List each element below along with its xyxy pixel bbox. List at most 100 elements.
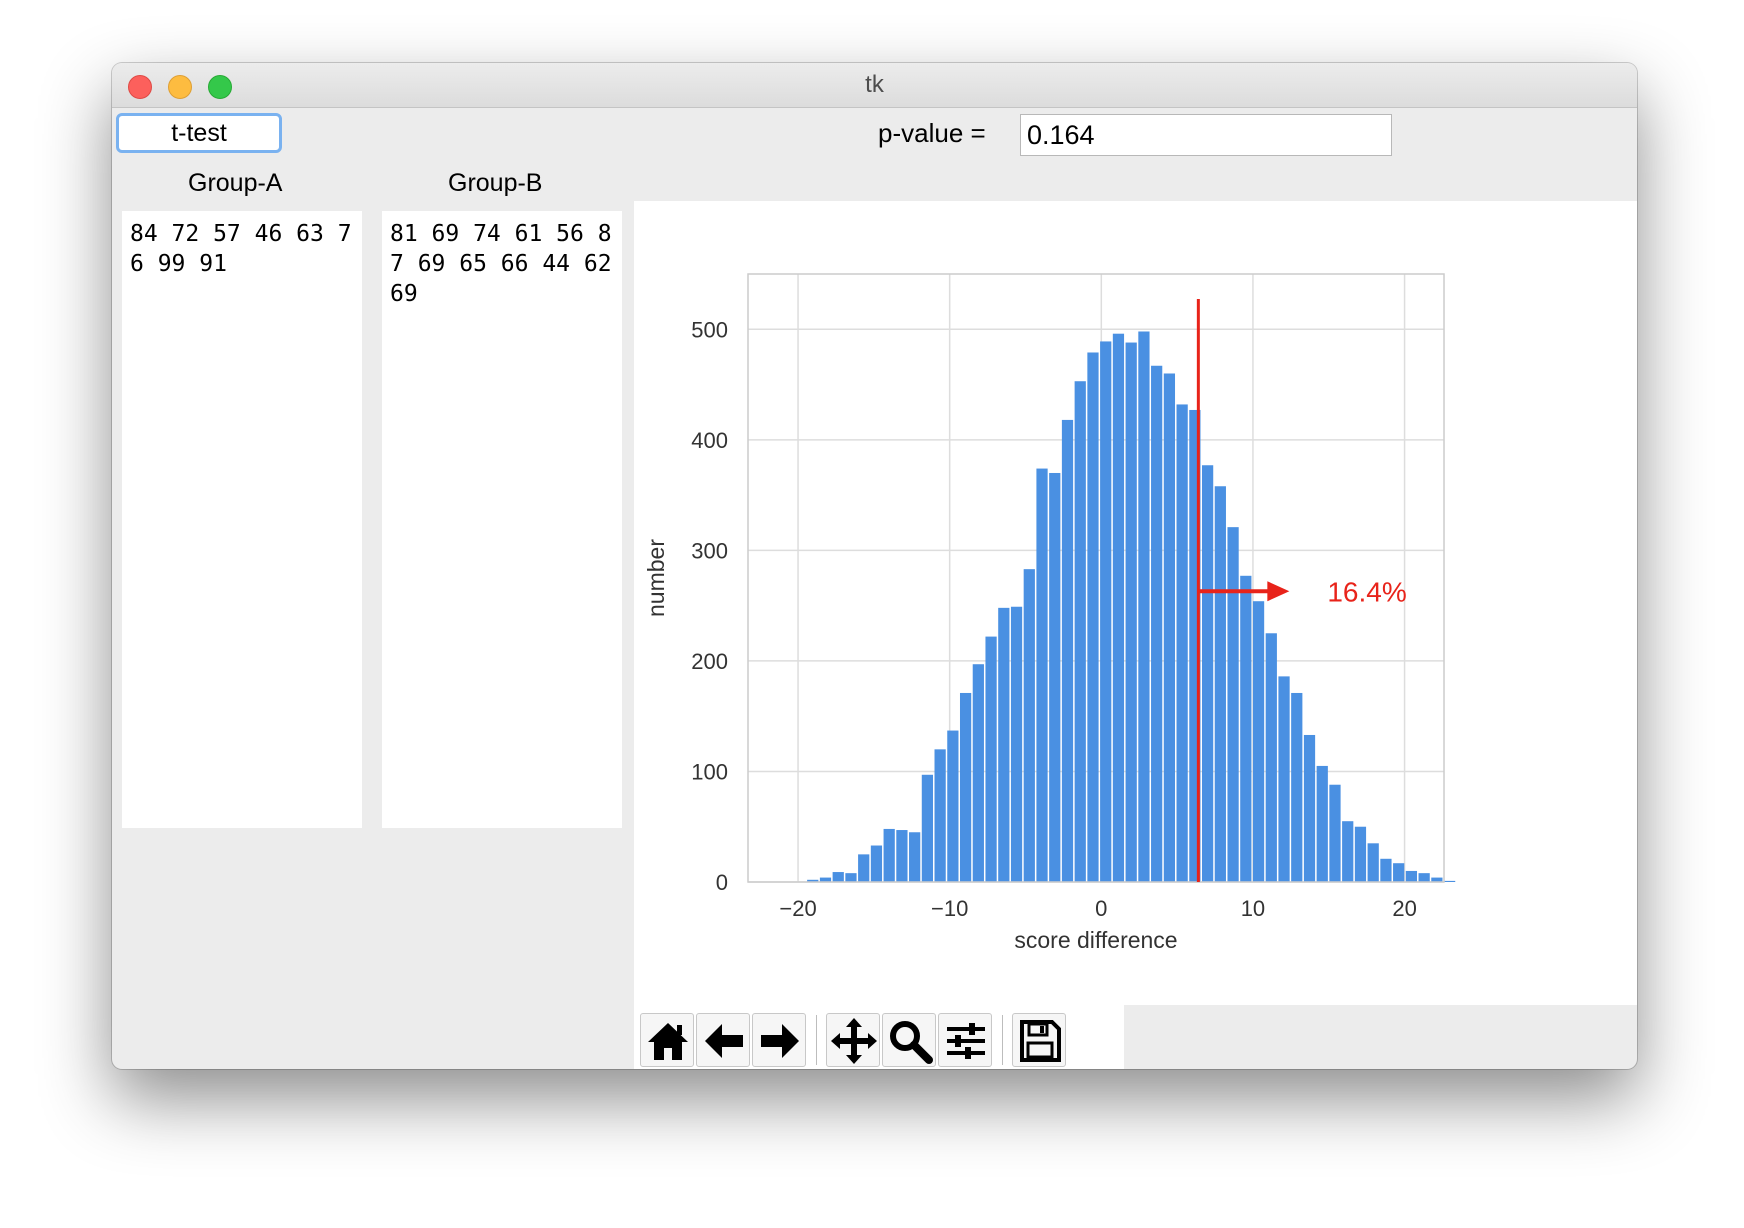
histogram-bar xyxy=(1189,409,1201,882)
histogram-bar xyxy=(972,664,984,882)
histogram-bar xyxy=(1380,858,1392,882)
x-tick-label: −20 xyxy=(779,896,816,921)
histogram-bar xyxy=(1074,381,1086,882)
toolbar-separator xyxy=(1002,1015,1003,1065)
histogram-bar xyxy=(1201,465,1214,882)
histogram-bar xyxy=(1278,676,1290,882)
histogram-bar xyxy=(1227,527,1239,882)
pan-icon xyxy=(831,1018,877,1064)
histogram-bar xyxy=(1010,606,1023,882)
histogram-bar xyxy=(1023,569,1035,882)
group-b-text-area[interactable]: 81 69 74 61 56 87 69 65 66 44 62 69 xyxy=(382,211,622,828)
p-value-field[interactable]: 0.164 xyxy=(1020,114,1392,156)
home-button[interactable] xyxy=(640,1013,694,1067)
y-tick-label: 300 xyxy=(691,538,728,563)
save-button[interactable] xyxy=(1012,1013,1066,1067)
histogram-bar xyxy=(1316,765,1328,882)
histogram-bar xyxy=(1354,826,1367,882)
histogram-bar xyxy=(1151,365,1163,882)
histogram-bars xyxy=(807,331,1456,882)
y-axis-label: number xyxy=(643,539,669,617)
histogram-bar xyxy=(909,832,921,882)
back-button[interactable] xyxy=(696,1013,750,1067)
x-tick-label: 10 xyxy=(1241,896,1265,921)
zoom-window-button[interactable] xyxy=(208,75,232,99)
group-a-label: Group-A xyxy=(188,169,283,197)
close-window-button[interactable] xyxy=(128,75,152,99)
y-tick-label: 400 xyxy=(691,428,728,453)
forward-button[interactable] xyxy=(752,1013,806,1067)
x-tick-label: 0 xyxy=(1095,896,1107,921)
group-b-label: Group-B xyxy=(448,169,543,197)
t-test-button[interactable]: t-test xyxy=(116,113,282,153)
histogram-bar xyxy=(1367,843,1379,882)
histogram-bar xyxy=(959,692,972,882)
save-icon xyxy=(1020,1020,1061,1062)
histogram-bar xyxy=(1265,633,1277,882)
histogram-bar xyxy=(1061,419,1074,882)
x-tick-label: −10 xyxy=(931,896,968,921)
histogram-bar xyxy=(858,854,870,882)
histogram-bar xyxy=(1418,873,1430,882)
histogram-bar xyxy=(819,877,832,882)
toolbar-separator xyxy=(816,1015,817,1065)
back-arrow-icon xyxy=(705,1024,743,1058)
y-tick-label: 100 xyxy=(691,759,728,784)
subplots-config-button[interactable] xyxy=(938,1013,992,1067)
zoom-button[interactable] xyxy=(882,1013,936,1067)
y-tick-label: 0 xyxy=(716,870,728,895)
minimize-window-button[interactable] xyxy=(168,75,192,99)
histogram-bar xyxy=(1100,341,1112,882)
histogram-bar xyxy=(1163,373,1176,882)
histogram-bar xyxy=(1125,342,1137,882)
histogram-bar xyxy=(1393,863,1405,882)
histogram-bar xyxy=(947,730,959,882)
histogram-bar xyxy=(985,636,997,882)
plot-frame xyxy=(747,273,1445,883)
histogram-bar xyxy=(1036,468,1048,882)
p-value-label: p-value = xyxy=(878,118,986,148)
histogram-bar xyxy=(807,879,819,882)
histogram-bar xyxy=(896,830,908,882)
zoom-icon xyxy=(890,1021,933,1064)
app-window: tk t-test p-value = 0.164 Group-A Group-… xyxy=(112,63,1637,1069)
histogram-bar xyxy=(1214,486,1226,882)
histogram-bar xyxy=(921,774,934,882)
plot-toolbar xyxy=(634,1005,1124,1069)
histogram-bar xyxy=(1252,601,1265,882)
histogram-bar xyxy=(1303,734,1316,882)
annotation-arrowhead xyxy=(1267,581,1290,602)
annotation-label: 16.4% xyxy=(1327,576,1406,607)
histogram-bar xyxy=(1112,333,1125,882)
histogram-bar xyxy=(832,872,844,882)
y-tick-label: 500 xyxy=(691,317,728,342)
histogram-bar xyxy=(1087,352,1099,882)
subplots-config-icon xyxy=(947,1023,985,1059)
histogram-bar xyxy=(1444,880,1456,882)
pan-button[interactable] xyxy=(826,1013,880,1067)
window-title: tk xyxy=(865,71,884,98)
histogram-bar xyxy=(1405,870,1418,882)
x-tick-label: 20 xyxy=(1392,896,1416,921)
histogram-bar xyxy=(1291,692,1303,882)
histogram-bar xyxy=(1240,575,1252,882)
x-axis-label: score difference xyxy=(1014,927,1177,953)
histogram-bar xyxy=(1329,784,1341,882)
forward-arrow-icon xyxy=(761,1024,799,1058)
histogram-bar xyxy=(1176,404,1188,882)
histogram-bar xyxy=(883,828,895,882)
histogram-bar xyxy=(998,607,1010,882)
title-bar: tk xyxy=(112,63,1637,108)
histogram-bar xyxy=(1049,472,1061,882)
home-icon xyxy=(648,1023,688,1060)
histogram-bar xyxy=(934,749,946,882)
histogram-bar xyxy=(1342,821,1354,882)
histogram-bar xyxy=(870,845,883,882)
plot-canvas[interactable]: −20 −10 0 10 20 0 100 200 300 400 500 16.4% score … xyxy=(634,201,1637,1005)
group-a-text-area[interactable]: 84 72 57 46 63 76 99 91 xyxy=(122,211,362,828)
histogram-bar xyxy=(845,873,857,882)
histogram-bar xyxy=(1431,877,1443,882)
histogram-bar xyxy=(1138,331,1150,882)
